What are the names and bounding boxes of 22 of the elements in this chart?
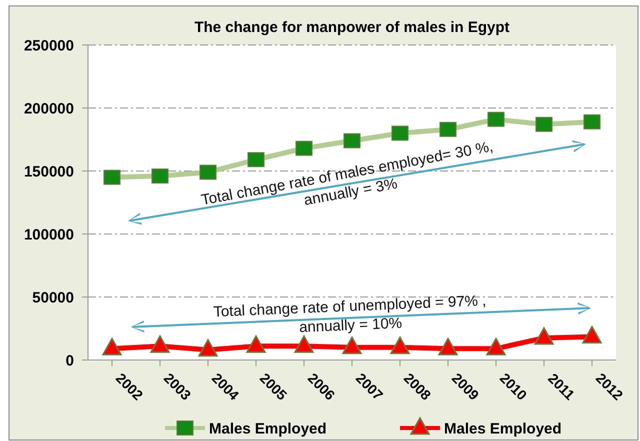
y-tick-label: 100000 xyxy=(24,226,74,244)
point xyxy=(534,327,554,345)
annotation: Total change rate of males employed= 30 %, annually = 3% xyxy=(200,138,494,210)
y-tick-label: 50000 xyxy=(32,289,74,306)
y-tick-label: 250000 xyxy=(24,37,74,54)
point xyxy=(438,338,458,356)
chart-title: The change for manpower of males in Egypt xyxy=(194,19,510,36)
annotation: Total change rate of unemployed = 97% , annually = 10% xyxy=(213,292,487,336)
point xyxy=(246,335,266,353)
point xyxy=(486,338,506,356)
point xyxy=(390,336,410,354)
point xyxy=(150,335,170,353)
point xyxy=(102,338,122,356)
y-tick-label: 150000 xyxy=(24,163,74,180)
point xyxy=(582,326,602,344)
y-tick-label: 0 xyxy=(66,352,74,370)
legend-label: Males Employed xyxy=(444,420,562,438)
point xyxy=(294,335,314,353)
point xyxy=(198,339,218,357)
y-tick-label: 200000 xyxy=(24,100,74,118)
legend-label: Males Employed xyxy=(209,420,327,438)
point xyxy=(342,336,362,354)
